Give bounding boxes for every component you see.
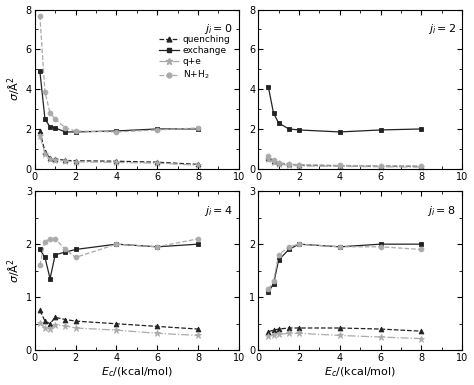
X-axis label: $E_c$/(kcal/mol): $E_c$/(kcal/mol) [324,366,396,380]
Text: $j_i = 4$: $j_i = 4$ [204,204,233,218]
X-axis label: $E_c$/(kcal/mol): $E_c$/(kcal/mol) [101,366,173,380]
Text: $j_i = 8$: $j_i = 8$ [428,204,456,218]
Text: $j_i = 2$: $j_i = 2$ [428,22,456,36]
Legend: quenching, exchange, q+e, N+H$_2$: quenching, exchange, q+e, N+H$_2$ [157,33,232,83]
Y-axis label: $\sigma$/Å$^2$: $\sigma$/Å$^2$ [6,258,23,283]
Text: $j_i = 0$: $j_i = 0$ [204,22,233,36]
Y-axis label: $\sigma$/Å$^2$: $\sigma$/Å$^2$ [6,77,23,102]
